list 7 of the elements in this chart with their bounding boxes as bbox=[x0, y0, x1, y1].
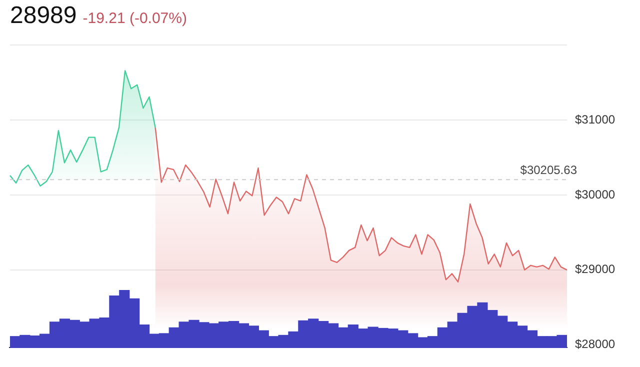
y-tick-label: $28000 bbox=[575, 337, 616, 352]
chart-title: 28989 bbox=[10, 2, 77, 30]
ref-line-label: $30205.63 bbox=[520, 162, 578, 177]
chart-subtitle: -19.21 (-0.07%) bbox=[82, 10, 187, 27]
y-tick-label: $31000 bbox=[575, 112, 616, 126]
y-tick-label: $30000 bbox=[575, 187, 616, 202]
y-tick-label: $29000 bbox=[575, 262, 616, 276]
